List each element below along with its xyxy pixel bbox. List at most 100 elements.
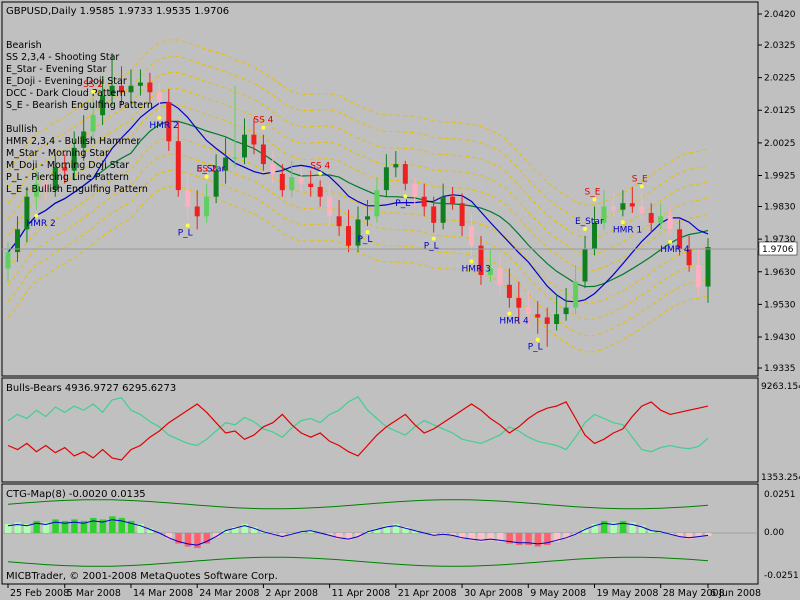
ctg-map-bar bbox=[676, 533, 684, 538]
date-tick-label: 21 Apr 2008 bbox=[398, 588, 457, 599]
candle-body bbox=[365, 216, 370, 220]
price-band-line bbox=[7, 39, 709, 206]
date-tick-label: 30 Apr 2008 bbox=[464, 588, 523, 599]
candle-body bbox=[308, 183, 314, 187]
ctg-map-bar bbox=[61, 520, 69, 533]
candle-body bbox=[582, 248, 588, 282]
candle-body bbox=[355, 219, 361, 246]
ctg-map-bar bbox=[90, 517, 97, 533]
ctg-map-bar bbox=[449, 533, 457, 536]
pattern-label-bullish: HMR 3 bbox=[462, 264, 491, 274]
ctg-map-bar bbox=[118, 517, 125, 533]
legend-bullish-line: M_Star - Morning Star bbox=[6, 148, 109, 159]
date-tick-label: 6 Jun 2008 bbox=[710, 588, 761, 599]
ctg-map-bar bbox=[478, 533, 485, 543]
candle-body bbox=[128, 85, 134, 93]
ctg-map-bar bbox=[42, 522, 50, 533]
pattern-label-bullish: P_L bbox=[358, 235, 373, 245]
candle-body bbox=[525, 307, 531, 315]
ctg-map-bar bbox=[648, 530, 655, 533]
candle-body bbox=[194, 206, 200, 217]
ctg-map-bar bbox=[137, 523, 144, 533]
candle-body bbox=[251, 134, 257, 145]
candle-body bbox=[317, 186, 323, 197]
candle-body bbox=[327, 196, 333, 217]
candle-body bbox=[705, 247, 711, 287]
ctg-upper-envelope bbox=[7, 499, 709, 510]
price-band-line bbox=[7, 137, 709, 304]
candle-body bbox=[686, 248, 692, 266]
pattern-marker bbox=[34, 213, 39, 218]
candle-body bbox=[81, 131, 87, 148]
candle-body bbox=[431, 206, 437, 223]
ctg-map-bar bbox=[241, 523, 248, 533]
pattern-marker bbox=[204, 174, 209, 179]
ctg-map-bar bbox=[213, 533, 220, 538]
bulls-bears-lines bbox=[7, 396, 709, 461]
ctg-map-bar bbox=[109, 516, 116, 533]
candle-body bbox=[166, 102, 172, 142]
candle-body bbox=[109, 85, 115, 96]
date-tick-label: 25 Feb 2008 bbox=[10, 588, 69, 599]
ctg-map-bar bbox=[487, 533, 494, 541]
candle-body bbox=[119, 85, 124, 93]
pattern-label-bullish: HMR 2 bbox=[26, 219, 55, 229]
candle-body bbox=[242, 134, 247, 158]
ctg-map-bar bbox=[496, 533, 504, 543]
pattern-label-bullish: P_L bbox=[395, 199, 410, 209]
date-tick-label: 28 May 2008 bbox=[663, 588, 725, 599]
ctg-map-bar bbox=[80, 520, 88, 533]
pattern-label-bearish: S_E bbox=[585, 188, 601, 198]
pattern-label-bearish: SS 4 bbox=[310, 161, 330, 171]
bulls-bears-top-tick: 9263.154 bbox=[761, 382, 800, 392]
ctg-map-bar bbox=[534, 533, 542, 547]
candle-body bbox=[175, 141, 181, 191]
candle-body bbox=[658, 216, 664, 223]
price-tick-label: 2.0325 bbox=[764, 41, 796, 51]
pattern-label-bullish: P_L bbox=[528, 343, 543, 353]
ctg-map-bar bbox=[629, 522, 636, 533]
candle-body bbox=[147, 82, 153, 93]
candle-body bbox=[440, 196, 446, 223]
legend-bullish-line: L_E - Bullish Engulfing Pattern bbox=[6, 184, 148, 195]
date-tick-label: 14 Mar 2008 bbox=[133, 588, 193, 599]
candle-body bbox=[459, 203, 465, 226]
ctg-map-bar bbox=[506, 533, 513, 544]
ctg-map-bar bbox=[232, 526, 239, 533]
pattern-label-bullish: P_L bbox=[178, 229, 193, 239]
bulls-bears-series-line bbox=[7, 401, 709, 461]
candle-body bbox=[270, 164, 276, 174]
date-tick-label: 9 May 2008 bbox=[530, 588, 586, 599]
ctg-map-bar bbox=[383, 525, 390, 533]
ctg-map-bar bbox=[5, 523, 12, 533]
ctg-map-bar bbox=[165, 533, 173, 540]
ctg-map-bar bbox=[99, 519, 107, 533]
ctg-map-bar bbox=[222, 530, 230, 533]
ctg-map-bar bbox=[326, 533, 334, 536]
price-band-line bbox=[7, 55, 709, 222]
legend-bearish-line: Bearish bbox=[6, 40, 42, 51]
candle-body bbox=[497, 268, 503, 285]
candle-body bbox=[336, 216, 342, 227]
ctg-map-bar bbox=[355, 533, 362, 538]
candle-body bbox=[185, 190, 191, 207]
pattern-marker bbox=[403, 194, 408, 199]
candle-body bbox=[383, 167, 389, 191]
bulls-bears-pane bbox=[1, 377, 759, 483]
pattern-marker bbox=[185, 223, 190, 228]
pattern-label-bearish: SS 2 bbox=[197, 165, 217, 175]
candle-body bbox=[696, 265, 701, 287]
candle-body bbox=[677, 229, 683, 249]
candle-body bbox=[232, 157, 238, 159]
legend-bullish-line: HMR 2,3,4 - Bullish Hammer bbox=[6, 136, 140, 147]
moving-average-line bbox=[7, 120, 709, 288]
pattern-marker bbox=[668, 239, 673, 244]
candle-body bbox=[204, 196, 210, 217]
pattern-marker bbox=[469, 259, 474, 264]
legend-bearish-line: E_Star - Evening Star bbox=[6, 64, 106, 75]
ctg-map-bar bbox=[515, 533, 523, 546]
ctg-map-bar bbox=[392, 523, 400, 533]
ctg-map-bottom-tick: -0.0251 bbox=[764, 571, 799, 581]
candle-body bbox=[610, 206, 616, 210]
